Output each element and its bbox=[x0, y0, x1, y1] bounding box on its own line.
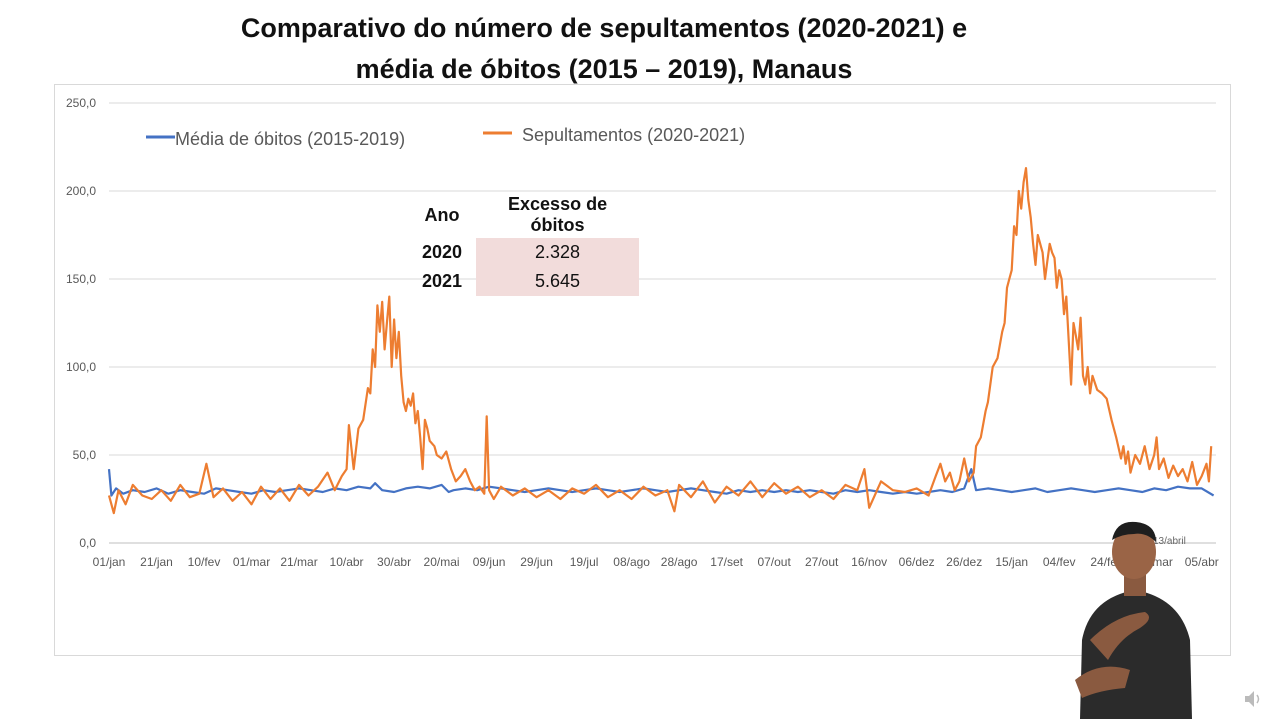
x-tick-label: 17/set bbox=[710, 555, 743, 569]
x-tick-label: 29/jun bbox=[520, 555, 553, 569]
table-header-excess: Excesso de óbitos bbox=[508, 194, 608, 235]
x-tick-label: 21/jan bbox=[140, 555, 173, 569]
date-annotation: 13/abril bbox=[1153, 536, 1186, 547]
x-tick-label: 01/jan bbox=[93, 555, 126, 569]
x-tick-label: 09/jun bbox=[473, 555, 506, 569]
x-tick-label: 10/abr bbox=[330, 555, 364, 569]
y-tick-label: 200,0 bbox=[66, 184, 96, 198]
x-tick-label: 28/ago bbox=[661, 555, 698, 569]
x-tick-label: 06/dez bbox=[899, 555, 935, 569]
x-tick-label: 07/out bbox=[757, 555, 791, 569]
table-cell-year: 2021 bbox=[422, 271, 463, 291]
series-line-sepultamentos bbox=[107, 167, 1213, 515]
table-header-row: Ano Excesso de óbitos bbox=[408, 192, 639, 238]
x-tick-label: 21/mar bbox=[280, 555, 317, 569]
y-tick-label: 150,0 bbox=[66, 272, 96, 286]
table-cell-excess: 5.645 bbox=[476, 267, 640, 296]
legend-label-media: Média de óbitos (2015-2019) bbox=[175, 129, 405, 149]
table-row: 2020 2.328 bbox=[408, 238, 640, 267]
series-lines bbox=[107, 167, 1215, 515]
chart-title-line-2: média de óbitos (2015 – 2019), Manaus bbox=[355, 54, 853, 84]
table-row: 2021 5.645 bbox=[408, 267, 640, 296]
x-tick-label: 20/mai bbox=[424, 555, 460, 569]
x-tick-label: 30/abr bbox=[377, 555, 411, 569]
y-axis-ticks: 0,0 50,0 100,0 150,0 200,0 250,0 bbox=[66, 96, 96, 550]
x-tick-label: 16/nov bbox=[851, 555, 887, 569]
gridlines bbox=[109, 102, 1216, 544]
table-cell-excess: 2.328 bbox=[476, 238, 640, 267]
speaker-icon[interactable] bbox=[1243, 688, 1265, 710]
chart-area bbox=[54, 84, 1231, 656]
legend-label-sepultamentos: Sepultamentos (2020-2021) bbox=[522, 125, 745, 145]
x-tick-label: 26/dez bbox=[946, 555, 982, 569]
x-tick-label: 27/out bbox=[805, 555, 839, 569]
x-tick-label: 01/mar bbox=[233, 555, 270, 569]
table-header-year: Ano bbox=[424, 204, 460, 225]
x-tick-label: 04/fev bbox=[1043, 555, 1076, 569]
x-tick-label: 05/abr bbox=[1185, 555, 1219, 569]
y-tick-label: 0,0 bbox=[79, 536, 96, 550]
x-tick-label: 08/ago bbox=[613, 555, 650, 569]
excess-deaths-table: Ano Excesso de óbitos 2020 2.328 2021 5.… bbox=[408, 192, 640, 296]
x-tick-label: 15/jan bbox=[995, 555, 1028, 569]
x-tick-label: 10/fev bbox=[188, 555, 221, 569]
y-tick-label: 50,0 bbox=[73, 448, 97, 462]
sign-language-interpreter bbox=[1075, 521, 1192, 719]
chart-title: Comparativo do número de sepultamentos (… bbox=[0, 8, 1208, 90]
table-cell-year: 2020 bbox=[422, 242, 463, 262]
x-axis-ticks: 01/jan 21/jan 10/fev 01/mar 21/mar 10/abr 30/a… bbox=[93, 555, 1219, 569]
x-tick-label: 19/jul bbox=[570, 555, 599, 569]
legend: Média de óbitos (2015-2019) Sepultamento… bbox=[146, 125, 745, 149]
y-tick-label: 100,0 bbox=[66, 360, 96, 374]
chart-title-line-1: Comparativo do número de sepultamentos (… bbox=[240, 13, 968, 43]
series-line-media bbox=[107, 468, 1215, 497]
y-tick-label: 250,0 bbox=[66, 96, 96, 110]
